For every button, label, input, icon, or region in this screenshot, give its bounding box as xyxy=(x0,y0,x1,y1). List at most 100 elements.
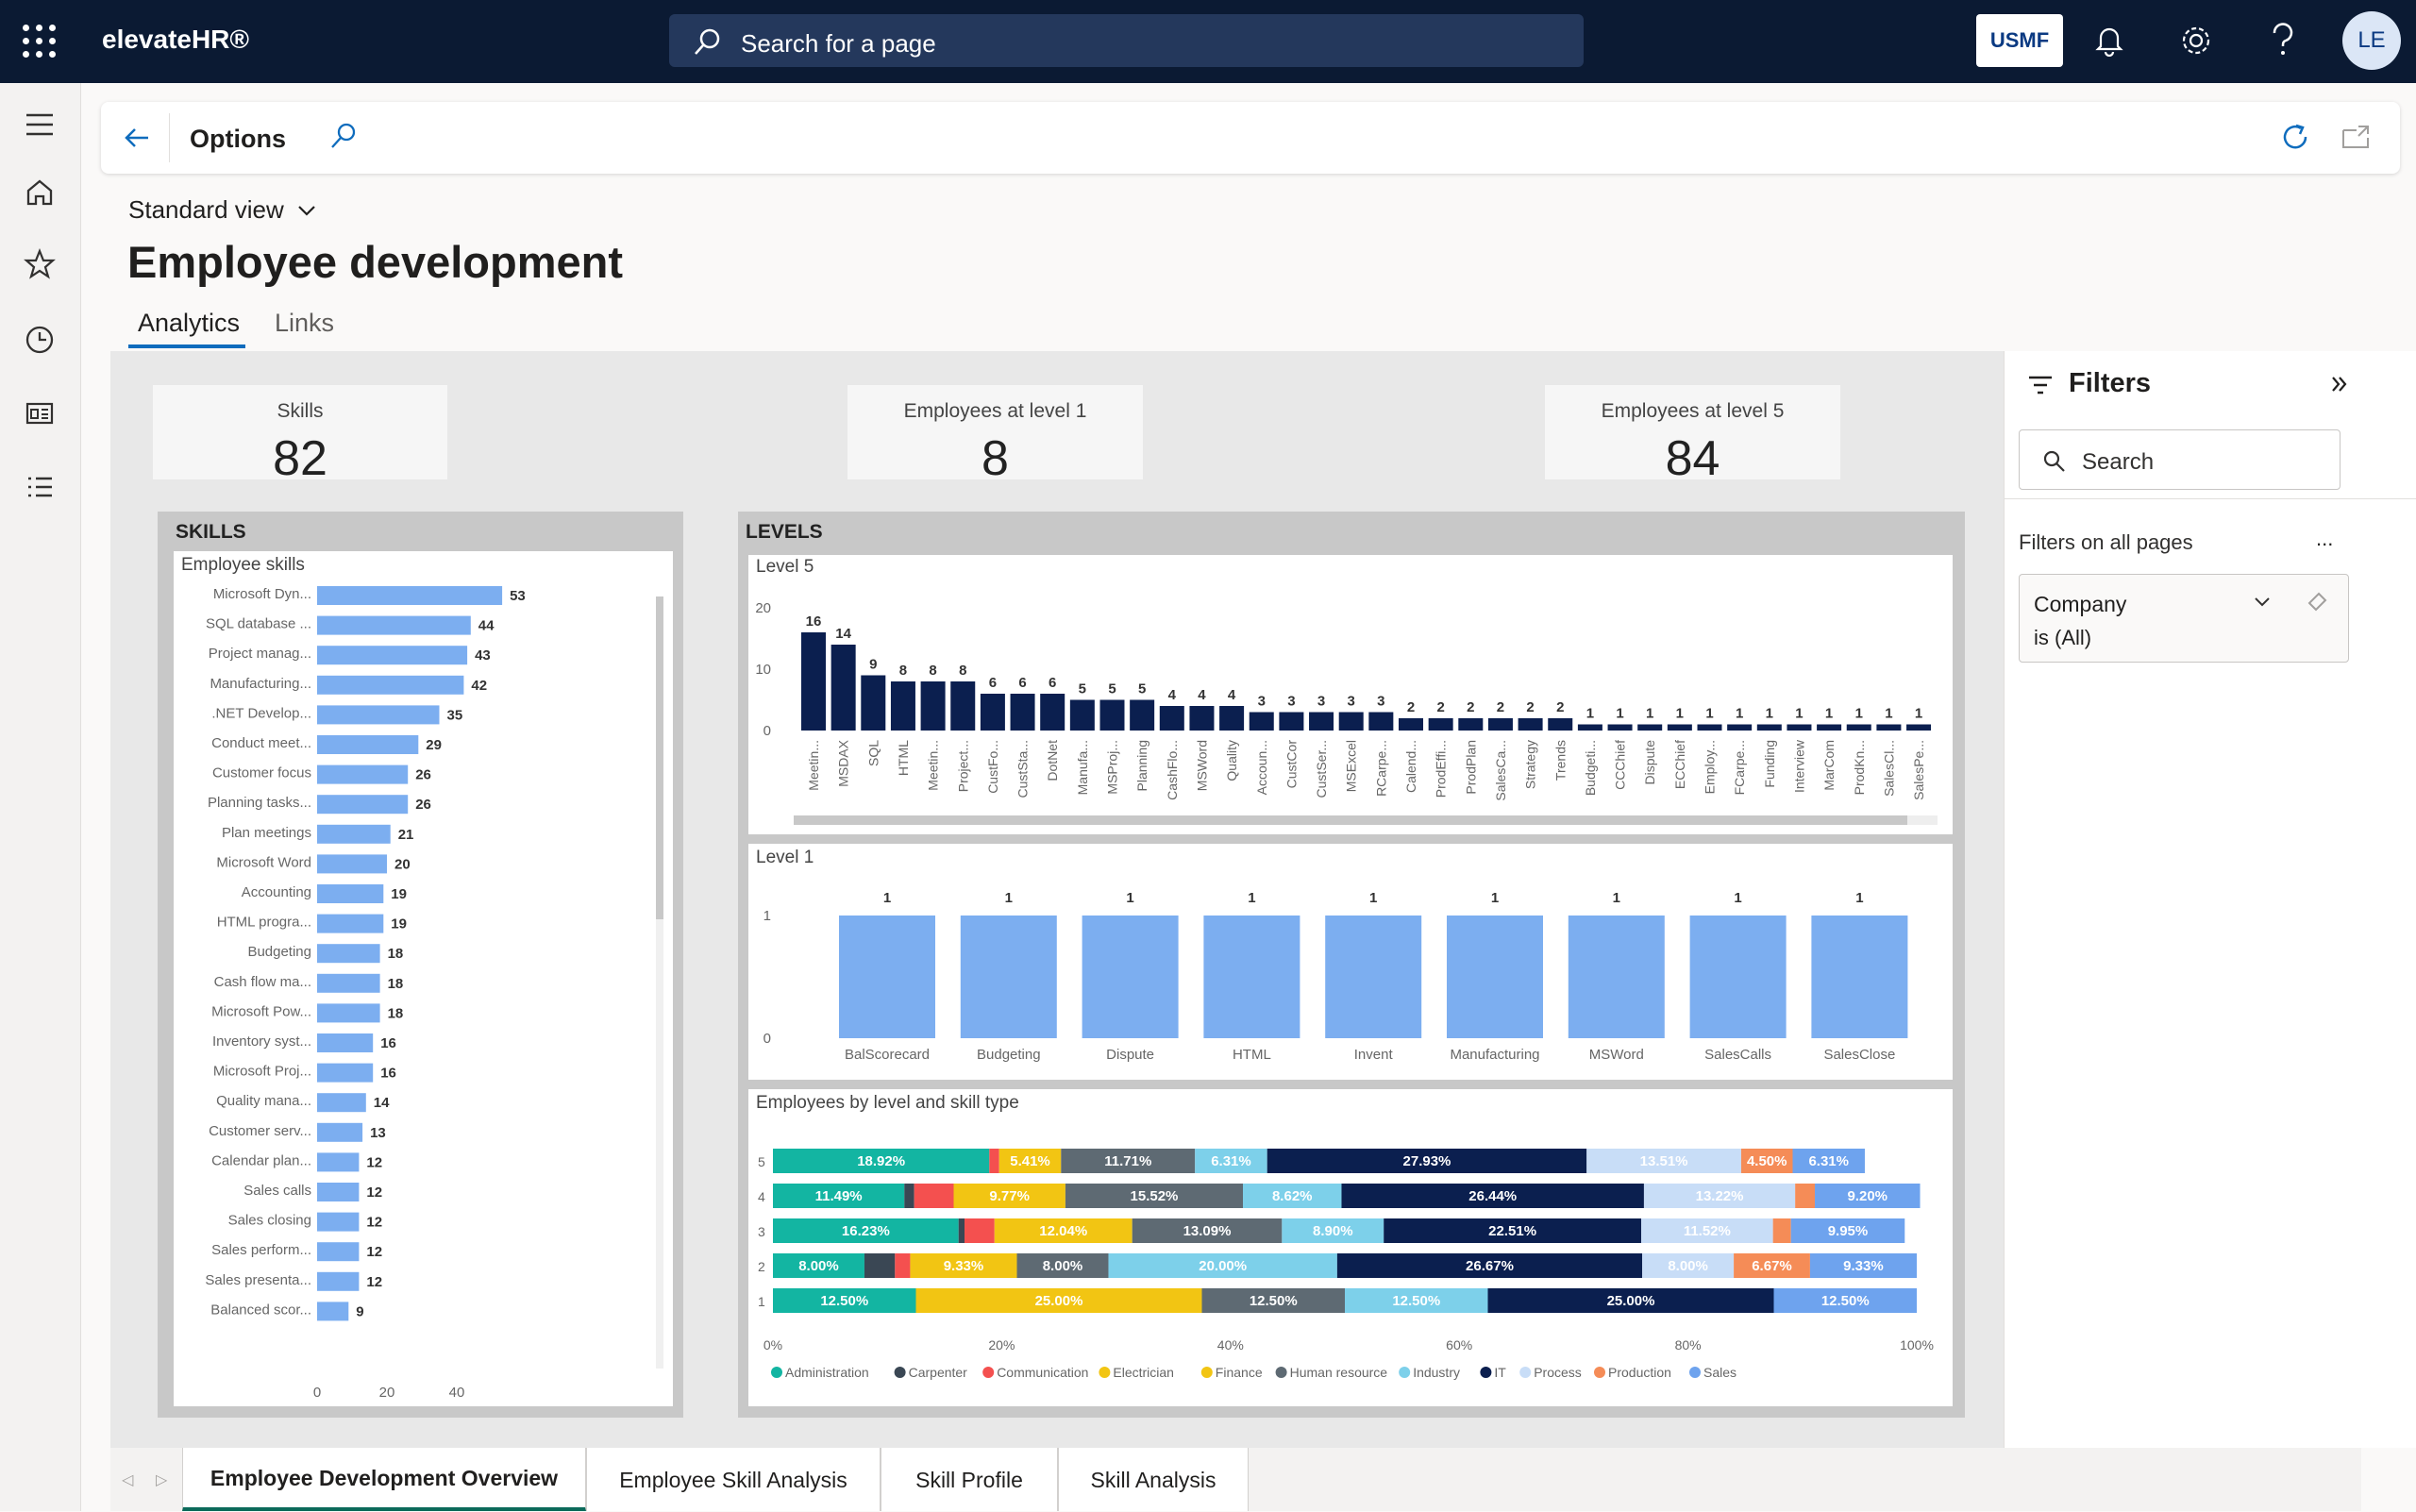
skill-category-label: SQL database ... xyxy=(206,616,311,632)
level5-value-label: 1 xyxy=(1766,706,1773,722)
clear-filter-eraser-icon[interactable] xyxy=(2305,590,2329,614)
level5-value-label: 3 xyxy=(1287,694,1295,710)
view-selector-label: Standard view xyxy=(128,195,284,224)
next-page-nav[interactable]: ▷ xyxy=(156,1472,168,1488)
level5-value-label: 5 xyxy=(1079,681,1086,697)
legend-swatch xyxy=(1275,1367,1287,1378)
kpi-label: Employees at level 5 xyxy=(1601,400,1785,422)
kpi-label: Employees at level 1 xyxy=(903,400,1087,422)
level5-value-label: 2 xyxy=(1556,699,1564,715)
legend-label: Sales xyxy=(1703,1365,1736,1380)
segment-value-label: 16.23% xyxy=(842,1223,890,1239)
stack-segment xyxy=(910,1253,1017,1278)
filter-icon xyxy=(2029,376,2052,395)
skill-bar xyxy=(317,675,464,695)
level5-value-label: 4 xyxy=(1228,687,1236,703)
stack-segment xyxy=(1790,1218,1905,1243)
find-icon[interactable] xyxy=(327,121,360,153)
skill-value-label: 18 xyxy=(388,976,404,992)
employees-by-level-chart: 5 18.92% 5.41% 11.71% 6.31% 27.93% 13.51% 4.50%… xyxy=(758,1149,1934,1380)
stack-segment xyxy=(773,1184,905,1208)
skill-bar xyxy=(317,646,468,665)
back-arrow-icon[interactable] xyxy=(120,121,154,155)
user-avatar[interactable]: LE xyxy=(2342,11,2401,70)
level1-value-label: 1 xyxy=(883,890,891,906)
page-tab-skill-profile[interactable]: Skill Profile xyxy=(881,1448,1058,1511)
level5-bar xyxy=(1577,724,1602,731)
level5-value-label: 2 xyxy=(1497,699,1504,715)
skill-category-label: Sales calls xyxy=(243,1183,311,1199)
collapse-chevron-icon[interactable] xyxy=(2327,372,2352,396)
stack-segment xyxy=(895,1253,911,1278)
skill-bar xyxy=(317,854,387,874)
level5-value-label: 2 xyxy=(1436,699,1444,715)
more-options-button[interactable]: ... xyxy=(2316,527,2334,550)
level5-bar xyxy=(1399,718,1423,731)
skill-bar xyxy=(317,586,503,605)
level-1-visual[interactable]: Level 1 0 1 1 BalScorecard 1 Budgeting 1 Disput… xyxy=(748,844,1953,1080)
level1-bar xyxy=(1325,916,1422,1038)
kpi-card-skills[interactable]: Skills 82 xyxy=(153,385,447,486)
level5-bar xyxy=(1518,718,1543,731)
level-5-visual[interactable]: Level 5 0 10 20 16 Meetin... 14 MSDAX 9 SQL 8 HTML… xyxy=(748,555,1953,834)
app-launcher-icon[interactable] xyxy=(23,25,57,59)
gear-icon[interactable] xyxy=(2178,23,2214,59)
kpi-card-employees-level-1[interactable]: Employees at level 1 8 xyxy=(847,385,1143,486)
level5-category-label: ProdKn... xyxy=(1852,740,1867,795)
search-icon xyxy=(695,28,720,55)
open-in-new-window-icon[interactable] xyxy=(2340,123,2372,151)
company-picker-button[interactable]: USMF xyxy=(1976,14,2063,67)
level5-value-label: 1 xyxy=(1676,706,1684,722)
filters-search-input[interactable]: Search xyxy=(2019,429,2340,490)
stack-segment xyxy=(1809,1253,1917,1278)
segment-value-label: 12.50% xyxy=(1821,1293,1870,1309)
x-tick-label: 0 xyxy=(313,1385,321,1401)
prev-page-nav[interactable]: ◁ xyxy=(122,1472,134,1488)
bell-icon[interactable] xyxy=(2092,23,2126,57)
level5-bar xyxy=(1309,712,1334,731)
kpi-card-employees-level-5[interactable]: Employees at level 5 84 xyxy=(1545,385,1840,486)
page-tab-skill-analysis[interactable]: Skill Analysis xyxy=(1058,1448,1249,1511)
legend-label: Administration xyxy=(785,1365,869,1380)
legend-swatch xyxy=(1399,1367,1411,1378)
level5-category-label: Meetin... xyxy=(806,740,821,791)
filter-name: Company xyxy=(2034,592,2127,616)
skill-category-label: Microsoft Proj... xyxy=(213,1064,311,1080)
level5-bar xyxy=(1458,718,1484,731)
x-tick-label: 0% xyxy=(763,1337,782,1352)
level5-category-label: CustFo... xyxy=(985,740,1000,794)
tab-analytics[interactable]: Analytics xyxy=(138,309,241,337)
chevron-down-icon[interactable] xyxy=(2252,592,2273,613)
global-search-input[interactable]: Search for a page xyxy=(669,14,1584,67)
level5-category-label: Employ... xyxy=(1703,740,1718,794)
level5-category-label: SalesPe... xyxy=(1911,740,1926,800)
level5-category-label: Funding xyxy=(1762,740,1777,788)
view-selector[interactable]: Standard view xyxy=(128,195,317,225)
brand-name[interactable]: elevateHR® xyxy=(102,25,250,54)
legend-swatch xyxy=(771,1367,782,1378)
tab-links[interactable]: Links xyxy=(275,309,335,337)
hamburger-menu-icon[interactable] xyxy=(21,106,59,143)
filter-card-company[interactable]: Company is (All) xyxy=(2019,574,2349,663)
modules-list-icon[interactable] xyxy=(21,468,59,506)
home-icon[interactable] xyxy=(21,174,59,211)
refresh-icon[interactable] xyxy=(2277,119,2313,155)
level1-category-label: MSWord xyxy=(1589,1047,1644,1063)
level5-value-label: 4 xyxy=(1168,687,1177,703)
employees-by-level-visual[interactable]: Employees by level and skill type 5 18.92… xyxy=(748,1089,1953,1406)
workspaces-icon[interactable] xyxy=(21,395,59,432)
filter-value: is (All) xyxy=(2034,626,2092,649)
stack-segment xyxy=(773,1253,864,1278)
skill-bar xyxy=(317,973,380,993)
page-tab-employee-development-overview[interactable]: Employee Development Overview xyxy=(182,1448,586,1511)
level5-value-label: 6 xyxy=(989,675,997,691)
favorites-star-icon[interactable] xyxy=(21,245,59,283)
skill-value-label: 12 xyxy=(366,1274,382,1290)
page-tab-employee-skill-analysis[interactable]: Employee Skill Analysis xyxy=(586,1448,881,1511)
segment-value-label: 6.31% xyxy=(1211,1153,1251,1169)
employee-skills-visual[interactable]: Employee skills Microsoft Dyn... 53 SQL da… xyxy=(174,551,673,1406)
recent-clock-icon[interactable] xyxy=(21,321,59,359)
stack-segment xyxy=(953,1184,1065,1208)
stack-segment xyxy=(1795,1184,1816,1208)
help-icon[interactable] xyxy=(2269,23,2297,59)
